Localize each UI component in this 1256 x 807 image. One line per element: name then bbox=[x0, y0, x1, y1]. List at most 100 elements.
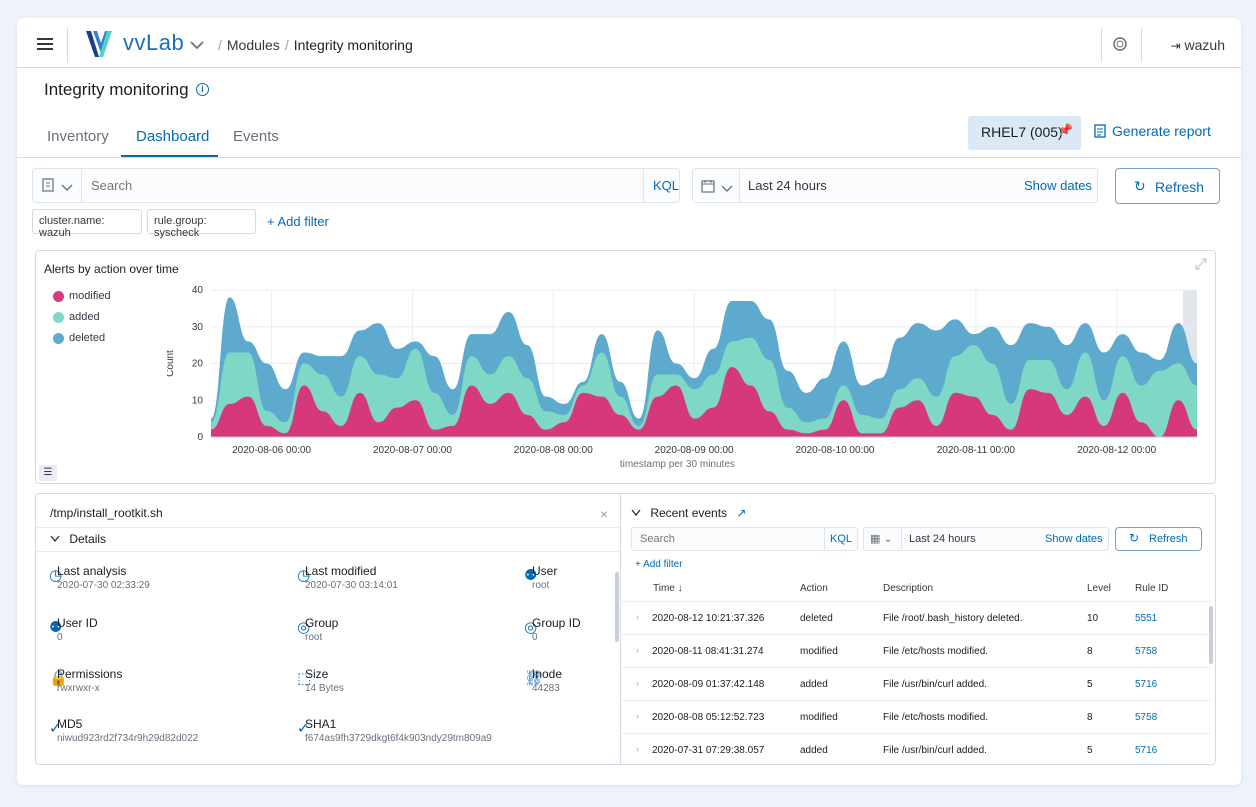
detail-value: 0 bbox=[57, 632, 63, 643]
detail-value: 0 bbox=[532, 632, 538, 643]
events-kql-toggle[interactable]: KQL bbox=[830, 533, 853, 545]
cell-rule-id[interactable]: 5716 bbox=[1135, 679, 1158, 690]
active-tab-indicator bbox=[121, 155, 218, 157]
legend-dot bbox=[53, 333, 64, 344]
legend-item-deleted[interactable]: deleted bbox=[53, 332, 111, 353]
generate-report-button[interactable]: Generate report bbox=[1094, 123, 1211, 139]
breadcrumb-modules[interactable]: Modules bbox=[226, 37, 280, 53]
breadcrumb: / Modules / Integrity monitoring bbox=[218, 37, 413, 53]
agent-button[interactable]: RHEL7 (005) 📌 bbox=[968, 116, 1081, 150]
cell-rule-id[interactable]: 5716 bbox=[1135, 745, 1158, 756]
logout-icon: ⇥ bbox=[1170, 39, 1181, 53]
detail-label: User ID bbox=[57, 616, 98, 630]
check-icon: ✓ bbox=[297, 720, 310, 737]
table-row[interactable]: › 2020-08-12 10:21:37.326 deleted File /roo… bbox=[620, 601, 1211, 634]
y-tick-label: 20 bbox=[192, 359, 204, 370]
kql-toggle[interactable]: KQL bbox=[653, 178, 680, 193]
chart-title: Alerts by action over time bbox=[44, 262, 179, 276]
expand-icon[interactable] bbox=[1194, 257, 1208, 271]
detail-value: f674as9fh3729dkgt6f4k903ndy29tm809a9 bbox=[305, 733, 492, 744]
filter-pill-cluster[interactable]: cluster.name: wazuh bbox=[32, 209, 142, 239]
col-description[interactable]: Description bbox=[883, 583, 934, 594]
recent-events-accordion[interactable]: Recent events ↗ bbox=[631, 506, 746, 520]
user-icon: ⚉ bbox=[524, 567, 538, 584]
legend-dot bbox=[53, 291, 64, 302]
legend-dot bbox=[53, 312, 64, 323]
expand-row-icon[interactable]: › bbox=[636, 711, 639, 721]
chevron-down-icon bbox=[61, 184, 73, 191]
saved-query-icon bbox=[42, 178, 54, 192]
check-icon: ✓ bbox=[49, 720, 62, 737]
refresh-button[interactable]: ↻ Refresh bbox=[1115, 168, 1220, 204]
table-row[interactable]: › 2020-07-31 07:29:38.057 added File /usr/b… bbox=[620, 733, 1211, 766]
events-refresh-button[interactable]: ↻ Refresh bbox=[1115, 527, 1202, 551]
alerts-area-chart: 0 10 20 30 40 2020-08-06 00:00 2020-08-07 00:0… bbox=[167, 285, 1197, 470]
events-time-range[interactable]: Last 24 hours bbox=[909, 533, 976, 545]
legend-label: deleted bbox=[69, 332, 106, 344]
user-menu[interactable]: ⇥ wazuh bbox=[1171, 37, 1225, 53]
y-tick-label: 40 bbox=[192, 285, 204, 296]
cell-action: deleted bbox=[800, 613, 833, 624]
tab-inventory[interactable]: Inventory bbox=[47, 128, 109, 145]
cell-rule-id[interactable]: 5758 bbox=[1135, 646, 1158, 657]
events-add-filter[interactable]: + Add filter bbox=[635, 559, 683, 570]
detail-label: Last analysis bbox=[57, 564, 127, 578]
add-filter-button[interactable]: + Add filter bbox=[267, 214, 329, 229]
details-label: Details bbox=[69, 532, 107, 546]
tab-dashboard[interactable]: Dashboard bbox=[136, 128, 210, 145]
tab-bar: Inventory Dashboard Events bbox=[17, 118, 1241, 158]
table-row[interactable]: › 2020-08-09 01:37:42.148 added File /usr/b… bbox=[620, 667, 1211, 700]
area-modified bbox=[211, 367, 1197, 437]
legend-item-modified[interactable]: modified bbox=[53, 290, 111, 311]
filter-pill-rule-group[interactable]: rule.group: syscheck bbox=[147, 209, 256, 239]
chevron-down-icon[interactable] bbox=[189, 40, 205, 50]
document-icon bbox=[1094, 124, 1106, 138]
col-time[interactable]: Time ↓ bbox=[653, 583, 683, 594]
chevron-down-icon bbox=[721, 185, 733, 192]
expand-row-icon[interactable]: › bbox=[636, 612, 639, 622]
events-show-dates[interactable]: Show dates bbox=[1045, 533, 1103, 545]
detail-label: MD5 bbox=[57, 717, 83, 731]
expand-row-icon[interactable]: › bbox=[636, 645, 639, 655]
col-level[interactable]: Level bbox=[1087, 583, 1111, 594]
legend-item-added[interactable]: added bbox=[53, 311, 111, 332]
help-icon[interactable] bbox=[1113, 37, 1127, 51]
table-row[interactable]: › 2020-08-08 05:12:52.723 modified File /et… bbox=[620, 700, 1211, 733]
table-row[interactable]: › 2020-08-11 08:41:31.274 modified File /et… bbox=[620, 634, 1211, 667]
search-input[interactable] bbox=[91, 178, 631, 193]
info-icon[interactable]: i bbox=[196, 83, 209, 96]
external-link-icon[interactable]: ↗ bbox=[736, 506, 747, 520]
date-picker: Last 24 hours Show dates bbox=[692, 168, 1098, 203]
file-details-panel: /tmp/install_rootkit.sh × Details bbox=[35, 493, 621, 765]
search-bar: KQL bbox=[32, 168, 680, 203]
cell-time: 2020-08-12 10:21:37.326 bbox=[652, 613, 765, 624]
details-accordion[interactable]: Details bbox=[50, 532, 106, 546]
cell-time: 2020-08-08 05:12:52.723 bbox=[652, 712, 765, 723]
events-search-input[interactable] bbox=[640, 533, 820, 545]
y-axis-label: Count bbox=[167, 350, 176, 377]
events-refresh-label: Refresh bbox=[1149, 533, 1188, 545]
saved-query-menu[interactable] bbox=[41, 178, 77, 195]
cell-rule-id[interactable]: 5551 bbox=[1135, 613, 1158, 624]
x-tick-label: 2020-08-09 00:00 bbox=[655, 445, 734, 456]
expand-row-icon[interactable]: › bbox=[636, 678, 639, 688]
expand-row-icon[interactable]: › bbox=[636, 744, 639, 754]
hamburger-menu-icon[interactable] bbox=[37, 38, 53, 50]
events-scrollbar[interactable] bbox=[1209, 606, 1213, 664]
col-action[interactable]: Action bbox=[800, 583, 828, 594]
cell-description: File /usr/bin/curl added. bbox=[883, 745, 987, 756]
recent-events-panel: Recent events ↗ KQL ▦ ⌄ Last 24 hours Sh… bbox=[620, 493, 1216, 765]
toggle-legend-icon[interactable]: ☰ bbox=[39, 465, 57, 481]
time-range-label[interactable]: Last 24 hours bbox=[748, 178, 827, 193]
close-icon[interactable]: × bbox=[600, 506, 609, 522]
cell-action: modified bbox=[800, 646, 838, 657]
calendar-icon[interactable]: ▦ ⌄ bbox=[870, 533, 893, 545]
details-scrollbar[interactable] bbox=[615, 572, 619, 642]
events-search-bar: KQL bbox=[631, 527, 858, 551]
x-axis-label: timestamp per 30 minutes bbox=[620, 459, 735, 470]
quick-date-menu[interactable] bbox=[701, 179, 733, 198]
tab-events[interactable]: Events bbox=[233, 128, 279, 145]
show-dates-link[interactable]: Show dates bbox=[1024, 178, 1092, 193]
col-rule-id[interactable]: Rule ID bbox=[1135, 583, 1169, 594]
cell-rule-id[interactable]: 5758 bbox=[1135, 712, 1158, 723]
